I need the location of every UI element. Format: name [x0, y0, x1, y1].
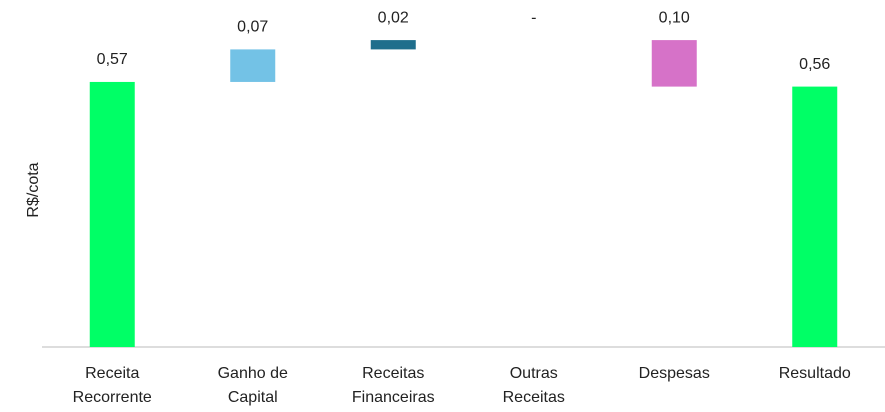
bar — [651, 40, 697, 87]
x-tick-label: Ganho de Capital — [217, 365, 288, 406]
x-tick-label: Receita Recorrente — [72, 365, 152, 406]
bar — [89, 81, 135, 347]
value-label: 0,02 — [378, 9, 409, 26]
x-tick-label: Resultado — [778, 365, 851, 382]
value-label: 0,57 — [97, 51, 128, 68]
value-label: 0,10 — [659, 9, 690, 26]
x-tick-label: Despesas — [638, 365, 710, 382]
bar — [792, 86, 838, 347]
value-label: 0,07 — [237, 19, 268, 36]
x-tick-label: Outras Receitas — [502, 365, 565, 406]
bar — [230, 49, 276, 82]
value-label: 0,56 — [799, 56, 830, 73]
x-tick-label: Receitas Financeiras — [351, 365, 435, 406]
value-label: - — [531, 9, 536, 26]
bar — [370, 40, 416, 50]
y-axis-label: R$/cota — [25, 162, 42, 217]
